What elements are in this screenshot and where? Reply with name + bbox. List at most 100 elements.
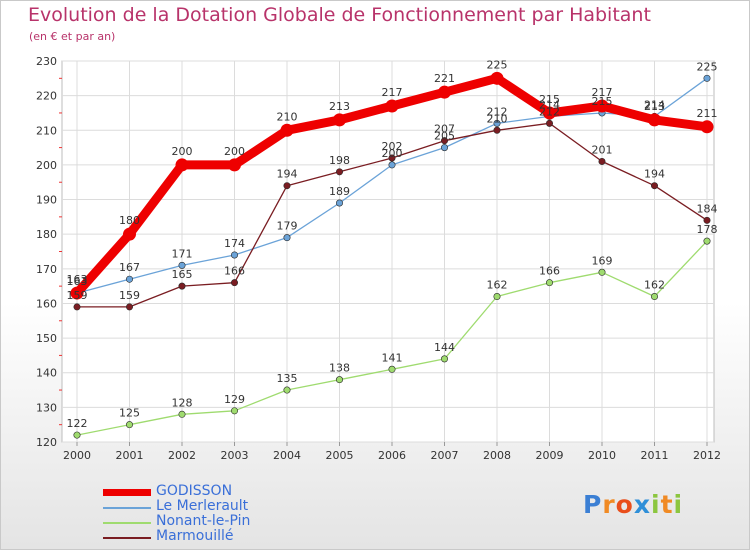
data-label-le-merlerault-2009: 214 (539, 98, 560, 111)
point-nonant-le-pin-2003 (231, 407, 239, 415)
logo-letter: x (633, 490, 651, 519)
axes: 120 130 140 150 160 170 180 190 200 210 220 230 2000… (36, 55, 721, 462)
point-marmouille-2012 (703, 216, 711, 224)
data-label-marmouille-2000: 159 (67, 289, 88, 302)
x-tick-label-2008: 2008 (483, 449, 511, 462)
y-tick-label-190: 190 (36, 194, 57, 207)
data-label-nonant-le-pin-2009: 166 (539, 265, 560, 278)
legend-swatch-godisson (103, 489, 151, 496)
point-nonant-le-pin-2012 (703, 237, 711, 245)
point-le-merlerault-2012 (703, 74, 711, 82)
data-label-marmouille-2010: 201 (592, 143, 613, 156)
data-label-nonant-le-pin-2011: 162 (644, 279, 665, 292)
point-godisson-2000 (70, 286, 84, 300)
data-label-godisson-2011: 213 (644, 100, 665, 113)
data-label-nonant-le-pin-2000: 122 (67, 417, 88, 430)
data-label-le-merlerault-2004: 179 (277, 220, 298, 233)
point-le-merlerault-2003 (231, 251, 239, 259)
y-tick-label-220: 220 (36, 90, 57, 103)
point-marmouille-2003 (231, 279, 239, 287)
proxiti-logo: Proxiti (583, 490, 683, 519)
x-tick-label-2006: 2006 (378, 449, 406, 462)
point-le-merlerault-2007 (440, 144, 448, 152)
legend-swatch-le-merlerault (103, 507, 151, 509)
point-nonant-le-pin-2010 (598, 268, 606, 276)
point-godisson-2006 (385, 99, 399, 113)
y-tick-label-170: 170 (36, 263, 57, 276)
data-label-nonant-le-pin-2006: 141 (382, 351, 403, 364)
logo-letter: r (602, 490, 616, 519)
point-nonant-le-pin-2002 (178, 410, 186, 418)
point-godisson-2011 (648, 113, 661, 127)
data-label-le-merlerault-2011: 214 (644, 98, 665, 111)
point-godisson-2009 (543, 106, 556, 120)
data-label-godisson-2007: 221 (434, 72, 455, 85)
plot-area (61, 60, 715, 443)
y-tick-label-230: 230 (36, 55, 57, 68)
data-label-godisson-2012: 211 (697, 107, 718, 120)
point-marmouille-2002 (178, 282, 186, 290)
point-le-merlerault-2008 (493, 119, 501, 127)
point-godisson-2002 (175, 158, 189, 172)
legend-label-nonant-le-pin: Nonant-le-Pin (156, 513, 251, 529)
point-nonant-le-pin-2011 (650, 293, 658, 301)
data-label-le-merlerault-2005: 189 (329, 185, 350, 198)
x-tick-label-2003: 2003 (221, 449, 249, 462)
point-le-merlerault-2001 (126, 275, 134, 283)
y-tick-label-200: 200 (36, 159, 57, 172)
point-marmouille-2010 (598, 157, 606, 165)
y-tick-label-140: 140 (36, 367, 57, 380)
point-godisson-2010 (595, 99, 609, 113)
data-label-marmouille-2004: 194 (277, 168, 298, 181)
data-label-godisson-2009: 215 (539, 93, 560, 106)
point-godisson-2004 (280, 123, 294, 137)
data-label-nonant-le-pin-2010: 169 (592, 254, 613, 267)
point-le-merlerault-2002 (178, 261, 186, 269)
point-godisson-2007 (438, 85, 451, 99)
point-godisson-2003 (228, 158, 241, 172)
y-tick-label-160: 160 (36, 297, 57, 310)
point-marmouille-2007 (440, 137, 448, 145)
data-label-le-merlerault-2007: 205 (434, 130, 455, 143)
point-nonant-le-pin-2007 (440, 355, 448, 363)
data-label-marmouille-2012: 184 (697, 202, 718, 215)
data-label-godisson-2000: 163 (67, 273, 88, 286)
x-tick-label-2007: 2007 (431, 449, 459, 462)
data-label-le-merlerault-2008: 212 (487, 105, 508, 118)
legend-label-le-merlerault: Le Merlerault (156, 498, 249, 514)
legend-label-marmouille: Marmouillé (156, 528, 234, 544)
data-label-le-merlerault-2002: 171 (172, 247, 193, 260)
data-label-le-merlerault-2003: 174 (224, 237, 245, 250)
data-label-nonant-le-pin-2005: 138 (329, 362, 350, 375)
point-nonant-le-pin-2008 (493, 293, 501, 301)
point-marmouille-2009 (545, 119, 553, 127)
point-marmouille-2006 (388, 154, 396, 162)
data-label-godisson-2004: 210 (277, 110, 298, 123)
point-marmouille-2005 (335, 168, 343, 176)
point-nonant-le-pin-2004 (283, 386, 291, 394)
point-marmouille-2008 (493, 126, 501, 134)
point-marmouille-2004 (283, 182, 291, 190)
logo-letter: i (651, 490, 661, 519)
logo-letter: P (583, 490, 603, 519)
data-label-le-merlerault-2006: 200 (382, 147, 403, 160)
x-tick-label-2009: 2009 (536, 449, 564, 462)
data-label-nonant-le-pin-2012: 178 (697, 223, 718, 236)
point-marmouille-2011 (650, 182, 658, 190)
x-tick-label-2002: 2002 (168, 449, 196, 462)
point-nonant-le-pin-2005 (335, 376, 343, 384)
point-nonant-le-pin-2001 (126, 421, 134, 429)
x-tick-label-2000: 2000 (63, 449, 91, 462)
point-godisson-2005 (333, 113, 346, 127)
y-tick-label-130: 130 (36, 401, 57, 414)
data-label-marmouille-2002: 165 (172, 268, 193, 281)
data-label-godisson-2006: 217 (382, 86, 403, 99)
point-marmouille-2000 (73, 303, 81, 311)
data-label-nonant-le-pin-2001: 125 (119, 407, 140, 420)
logo-letter: t (660, 490, 674, 519)
data-label-nonant-le-pin-2004: 135 (277, 372, 298, 385)
point-godisson-2008 (490, 71, 504, 85)
data-label-godisson-2005: 213 (329, 100, 350, 113)
point-le-merlerault-2005 (335, 199, 343, 207)
